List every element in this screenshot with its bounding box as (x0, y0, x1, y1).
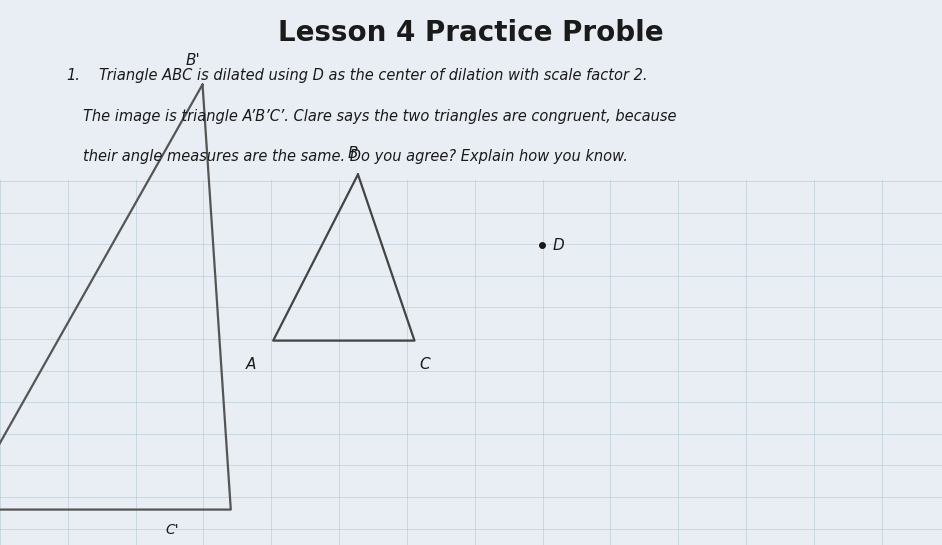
Text: Lesson 4 Practice Proble: Lesson 4 Practice Proble (278, 19, 664, 47)
Text: The image is triangle A’B’C’. Clare says the two triangles are congruent, becaus: The image is triangle A’B’C’. Clare says… (83, 109, 676, 124)
Text: B': B' (186, 53, 201, 68)
Text: B: B (348, 146, 359, 161)
Text: C: C (419, 357, 430, 372)
Text: C': C' (166, 523, 179, 537)
Text: their angle measures are the same. Do you agree? Explain how you know.: their angle measures are the same. Do yo… (83, 149, 627, 164)
Text: D: D (553, 238, 564, 253)
Text: Triangle ABC is dilated using D as the center of dilation with scale factor 2.: Triangle ABC is dilated using D as the c… (99, 68, 647, 83)
Text: 1.: 1. (66, 68, 80, 83)
Text: A: A (246, 357, 256, 372)
